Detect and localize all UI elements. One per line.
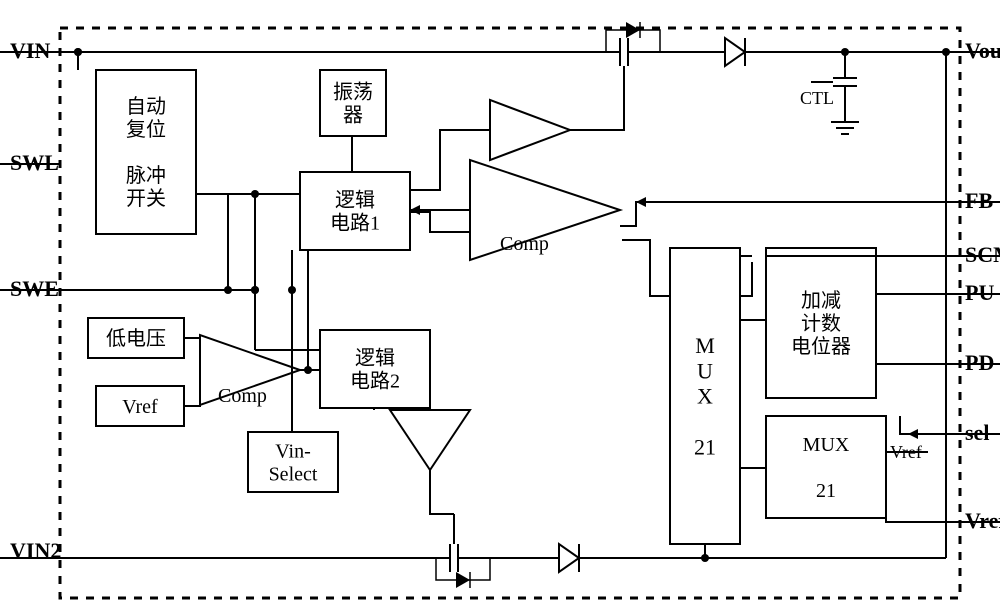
pin-PD: PD (965, 350, 994, 375)
pin-Vout: Vout (965, 38, 1000, 63)
block-logic1-line0: 逻辑 (335, 189, 375, 212)
block-lowv-line0: 低电压 (106, 327, 166, 350)
pin-SWE: SWE (10, 276, 59, 301)
block-counter-line0: 加减 (801, 289, 841, 312)
block-vinsel-line0: Vin- (275, 441, 310, 463)
block-mux_big-line2: X (697, 384, 713, 409)
diode-bot (559, 544, 579, 572)
block-mux_big-line4: 21 (694, 434, 716, 459)
pin-VIN: VIN (10, 38, 50, 63)
block-mux_sm-line0: MUX (803, 434, 850, 456)
block-reset-line1: 复位 (126, 118, 166, 141)
mosfet-top-bodydiode (626, 22, 640, 38)
buffer-buf_up (490, 100, 570, 160)
block-counter-line1: 计数 (801, 312, 841, 335)
block-counter-line2: 电位器 (791, 335, 851, 358)
block-reset-line0: 自动 (126, 95, 166, 118)
mosfet-bot-bodydiode (456, 572, 470, 588)
pin-SWL: SWL (10, 150, 59, 175)
block-logic2-line1: 电路2 (350, 370, 400, 393)
diode-top (725, 38, 745, 66)
pin-VIN2: VIN2 (10, 538, 61, 563)
block-osc-line0: 振荡 (333, 81, 373, 104)
pin-Vref: Vref (965, 508, 1000, 533)
comp-comp2-label: Comp (500, 233, 549, 255)
pin-sel: sel (965, 420, 989, 445)
pin-FB: FB (965, 188, 993, 213)
block-osc-line1: 器 (343, 105, 363, 127)
label-ctl: CTL (800, 88, 834, 108)
block-reset-line4: 开关 (126, 187, 166, 210)
buffer-buf_down (390, 410, 470, 470)
block-vinsel-line1: Select (269, 464, 318, 486)
block-mux_sm (766, 416, 886, 518)
block-mux_sm-line2: 21 (816, 480, 836, 502)
block-logic2-line0: 逻辑 (355, 347, 395, 370)
pin-SCMP: SCMP (965, 242, 1000, 267)
block-vref-line0: Vref (122, 396, 158, 418)
pin-PU: PU (965, 280, 994, 305)
comp-comp1-label: Comp (218, 385, 267, 407)
block-reset-line3: 脉冲 (126, 164, 166, 187)
block-mux_big-line0: M (695, 333, 715, 358)
block-mux_big-line1: U (697, 358, 713, 383)
block-logic1-line1: 电路1 (330, 212, 380, 235)
